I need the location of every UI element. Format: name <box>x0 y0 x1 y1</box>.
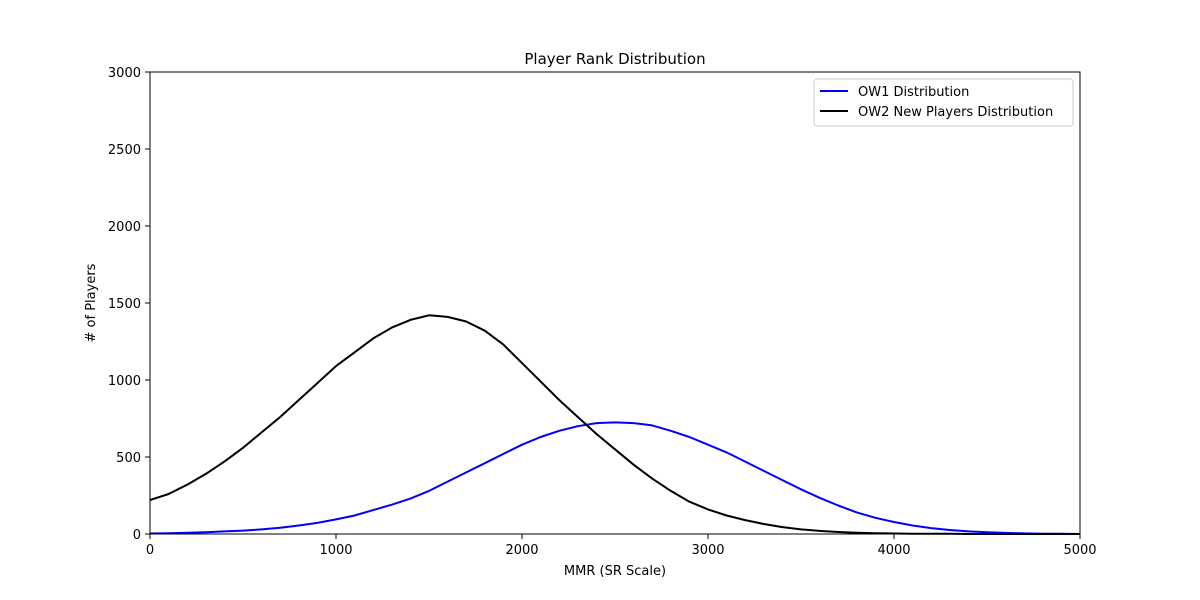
series-line-ow1 <box>149 421 1081 535</box>
plot-area: 0 1000 2000 3000 4000 5000 0 500 1000 1500 2000 25… <box>108 66 1097 558</box>
y-tick-label: 1500 <box>108 297 141 312</box>
legend-box <box>813 78 1074 127</box>
y-tick-label: 1000 <box>108 374 141 389</box>
x-tick-label: 1000 <box>319 543 352 558</box>
x-axis-ticks: 0 1000 2000 3000 4000 5000 <box>146 534 1097 558</box>
y-axis-ticks: 0 500 1000 1500 2000 2500 3000 <box>108 66 150 543</box>
x-tick-label: 0 <box>146 543 154 558</box>
x-tick-label: 3000 <box>691 543 724 558</box>
x-tick-label: 2000 <box>505 543 538 558</box>
y-tick-label: 2000 <box>108 220 141 235</box>
x-axis-label: MMR (SR Scale) <box>564 564 666 579</box>
y-tick-label: 500 <box>116 451 141 466</box>
y-tick-label: 2500 <box>108 143 141 158</box>
legend: OW1 Distribution OW2 New Players Distrib… <box>813 78 1074 127</box>
x-tick-label: 4000 <box>877 543 910 558</box>
x-tick-label: 5000 <box>1063 543 1096 558</box>
y-tick-label: 3000 <box>108 66 141 81</box>
y-tick-label: 0 <box>133 528 141 543</box>
legend-label-ow1: OW1 Distribution <box>858 85 969 100</box>
legend-label-ow2: OW2 New Players Distribution <box>858 105 1053 120</box>
chart-title: Player Rank Distribution <box>524 50 705 68</box>
y-axis-label: # of Players <box>84 263 99 342</box>
